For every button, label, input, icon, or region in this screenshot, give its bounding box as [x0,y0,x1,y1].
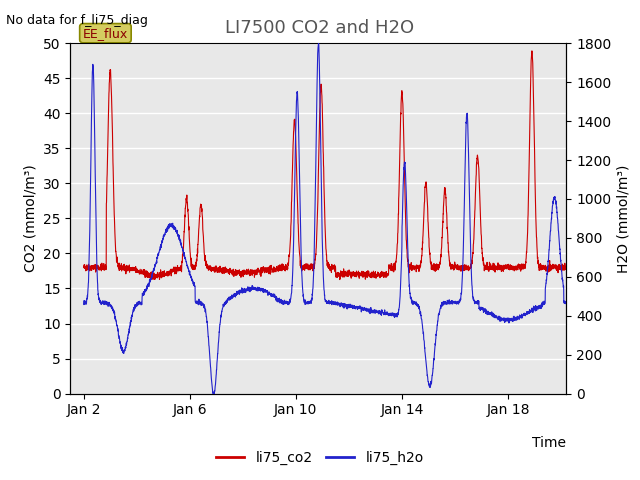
Text: Time: Time [532,436,566,450]
Legend: li75_co2, li75_h2o: li75_co2, li75_h2o [211,445,429,471]
Y-axis label: CO2 (mmol/m³): CO2 (mmol/m³) [24,165,38,272]
Text: LI7500 CO2 and H2O: LI7500 CO2 and H2O [225,19,415,37]
Y-axis label: H2O (mmol/m³): H2O (mmol/m³) [617,164,631,273]
Text: No data for f_li75_diag: No data for f_li75_diag [6,14,148,27]
Text: EE_flux: EE_flux [83,27,128,40]
